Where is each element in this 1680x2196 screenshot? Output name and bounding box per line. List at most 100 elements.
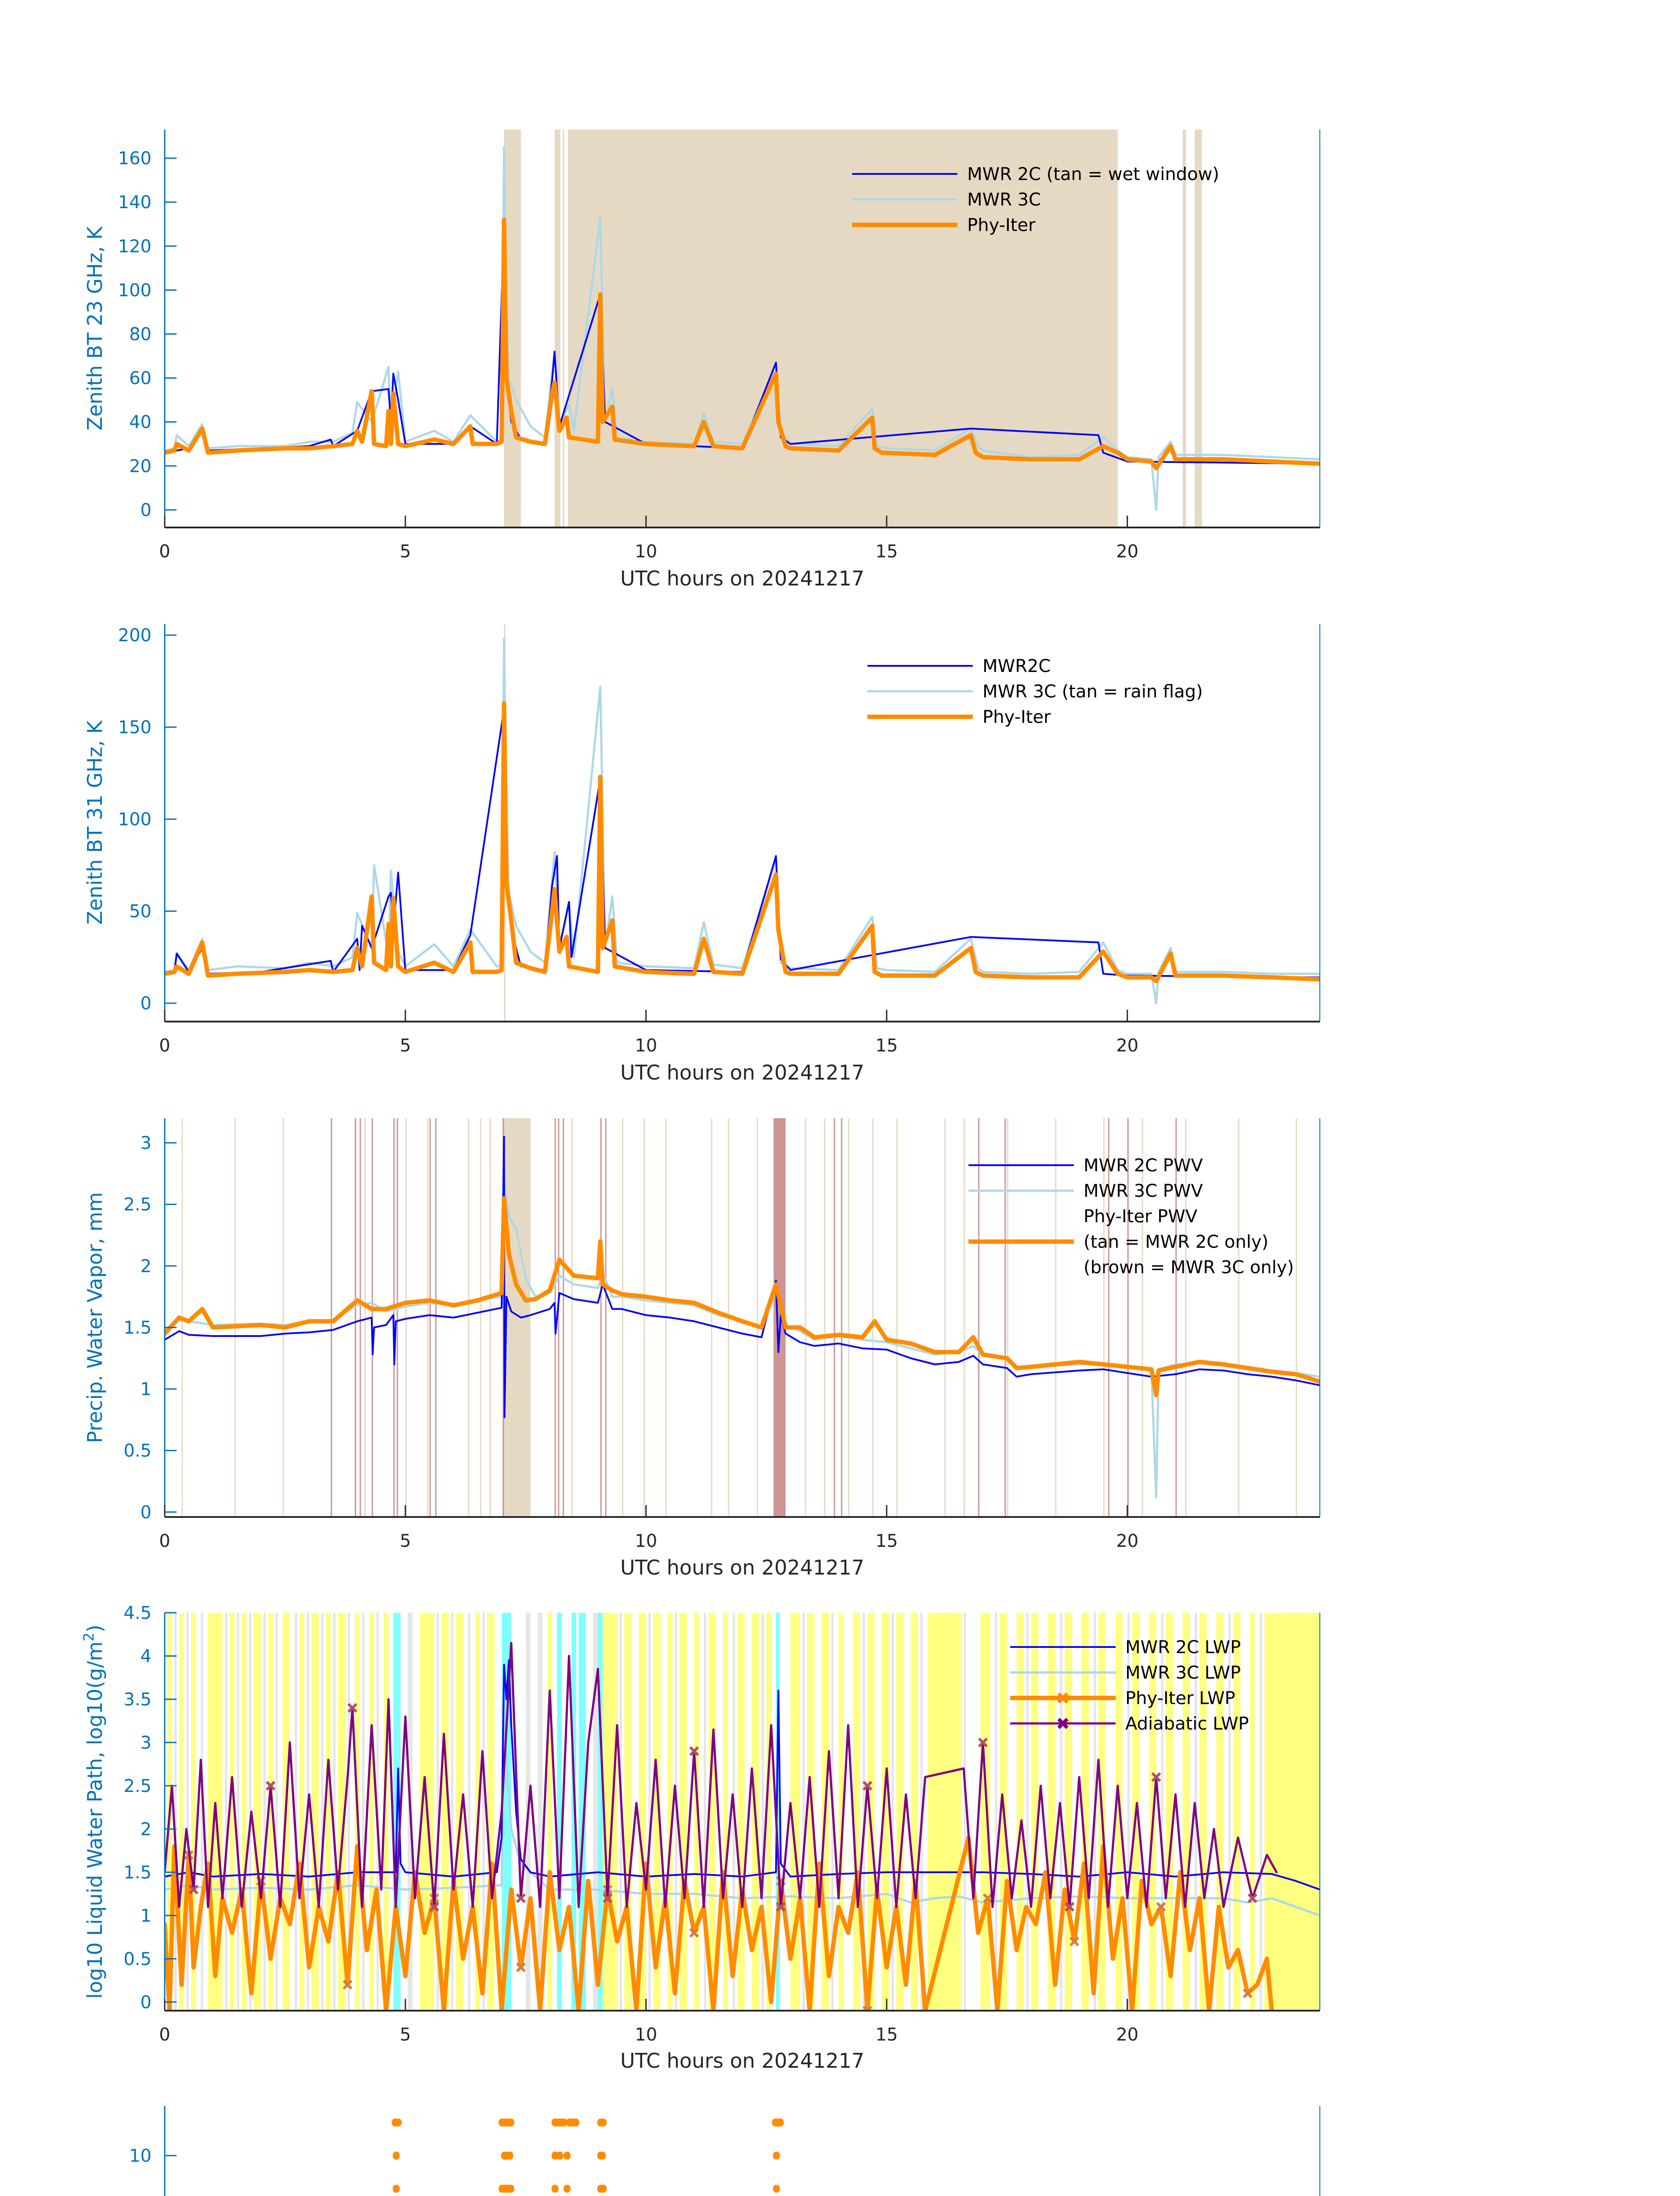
brown-band (359, 1118, 361, 1517)
yellow-band (369, 1613, 374, 2011)
phyiter-line (165, 701, 1320, 983)
tan-band (805, 1118, 806, 1517)
tan-band (1007, 1118, 1008, 1517)
yellow-band (653, 1613, 661, 2011)
y-tick-label: 3 (141, 1133, 152, 1153)
yellow-band (1264, 1613, 1320, 2011)
yellow-band (853, 1613, 860, 2011)
brown-band (558, 1118, 560, 1517)
yellow-band (679, 1613, 687, 2011)
y-tick-label: 3.5 (123, 1690, 152, 1710)
tan-band (504, 1118, 531, 1517)
grey-band (482, 1613, 485, 2011)
cyan-band (557, 1613, 562, 2011)
y-tick-label: 0 (141, 993, 152, 1014)
adiabatic-marker (978, 1737, 988, 1748)
y-tick-label: 2.5 (123, 1776, 152, 1796)
tan-band (563, 130, 564, 527)
x-tick-label: 20 (1116, 2025, 1138, 2045)
bt23-series (165, 146, 1320, 511)
tan-band (568, 130, 1118, 527)
legend-label: Phy-Iter (983, 707, 1051, 727)
y-axis-label: Zenith BT 31 GHz, K (83, 720, 107, 925)
adiabatic-marker (1065, 1902, 1075, 1912)
legend-label: MWR 2C (tan = wet window) (967, 164, 1219, 184)
yellow-band (441, 1613, 449, 2011)
phyiter-marker (983, 1893, 993, 1903)
yellow-band (708, 1613, 716, 2011)
panel-lwp: 0 0.5 1 1.5 2 2.5 3 3.5 4 4.5 0 5 10 15 20 log10 Liqui… (80, 1603, 1320, 2073)
legend-label: MWR 2C PWV (1084, 1156, 1203, 1176)
yellow-band (882, 1613, 889, 2011)
y-tick-label: 100 (118, 809, 152, 830)
adiabatic-marker (1151, 1772, 1161, 1782)
phyiter-marker (862, 2005, 873, 2011)
yellow-band (603, 1613, 618, 2011)
pwv-axes: 0 0.5 1 1.5 2 2.5 3 0 5 10 15 20 (123, 1118, 1320, 1551)
grey-band (1260, 1613, 1262, 2011)
tan-band (1185, 1118, 1187, 1517)
dq-axes: 024681005101520 (129, 2106, 1320, 2196)
yellow-band (268, 1613, 273, 2011)
y-tick-label: 3 (141, 1733, 152, 1753)
dq-flag-point (573, 2118, 579, 2127)
dq-flag-point (552, 2185, 559, 2193)
x-tick-label: 5 (400, 1036, 411, 1056)
y-tick-label: 40 (129, 412, 152, 433)
legend-label: Phy-Iter (967, 215, 1036, 235)
dq-flag-point (773, 2152, 780, 2160)
brown-band (563, 1118, 564, 1517)
legend-label: MWR 3C (tan = rain flag) (983, 682, 1203, 702)
adiabatic-marker (689, 1746, 699, 1756)
yellow-band (723, 1613, 728, 2011)
phyiter-marker (1156, 1902, 1166, 1912)
tan-band (896, 1118, 898, 1517)
x-tick-label: 5 (400, 2025, 411, 2045)
tan-band (234, 1118, 236, 1517)
adiabatic-marker (188, 1885, 199, 1895)
adiabatic-marker (265, 1781, 276, 1791)
cyan-band (598, 1613, 603, 2011)
grey-band (362, 1613, 365, 2011)
lwp-legend: MWR 2C LWP MWR 3C LWP Phy-Iter LWP Adiabati… (1010, 1637, 1249, 1734)
x-tick-label: 0 (159, 2025, 170, 2045)
yellow-band (1250, 1613, 1255, 2011)
y-tick-label: 1 (141, 1906, 152, 1926)
tan-band (1182, 130, 1186, 527)
grey-band (321, 1613, 324, 2011)
x-axis-label: UTC hours on 20241217 (620, 1061, 864, 1084)
x-tick-label: 10 (635, 1531, 657, 1551)
yellow-band (668, 1613, 673, 2011)
yellow-band (867, 1613, 875, 2011)
grey-band (802, 1613, 805, 2011)
tan-band (480, 1118, 481, 1517)
legend-label: (brown = MWR 3C only) (1084, 1257, 1294, 1278)
y-tick-label: 1.5 (123, 1863, 152, 1883)
x-axis-label: UTC hours on 20241217 (620, 2049, 864, 2073)
grey-band (995, 1613, 997, 2011)
grey-band (224, 1613, 228, 2011)
phyiter-marker (1069, 1936, 1080, 1947)
grey-band (201, 1613, 203, 2011)
grey-band (761, 1613, 764, 2011)
y-tick-label: 4 (141, 1646, 152, 1666)
brown-band (978, 1118, 979, 1517)
x-tick-label: 15 (875, 1531, 898, 1551)
y-tick-label: 0.5 (123, 1441, 152, 1461)
y-tick-label: 150 (118, 718, 152, 738)
dq-flag-point (600, 2152, 606, 2160)
brown-band (600, 1118, 602, 1517)
panel-pwv: 0 0.5 1 1.5 2 2.5 3 0 5 10 15 20 Precip. Water Vapo… (83, 1118, 1320, 1579)
tan-band (1296, 1118, 1297, 1517)
dq-flag-point (773, 2185, 780, 2193)
legend-marker (1057, 1718, 1069, 1729)
panel-bt23: 0 20 40 60 80 100 120 140 160 0 5 10 15 20 Zenith BT … (83, 130, 1320, 590)
mwr3c-line (165, 638, 1320, 1004)
legend-label: MWR 3C PWV (1084, 1181, 1203, 1201)
dq-flag-point (394, 2185, 400, 2193)
brown-band (502, 1118, 504, 1517)
grey-band (964, 1613, 966, 2011)
adiabatic-marker (776, 1902, 786, 1912)
adiabatic-marker (429, 1902, 439, 1912)
